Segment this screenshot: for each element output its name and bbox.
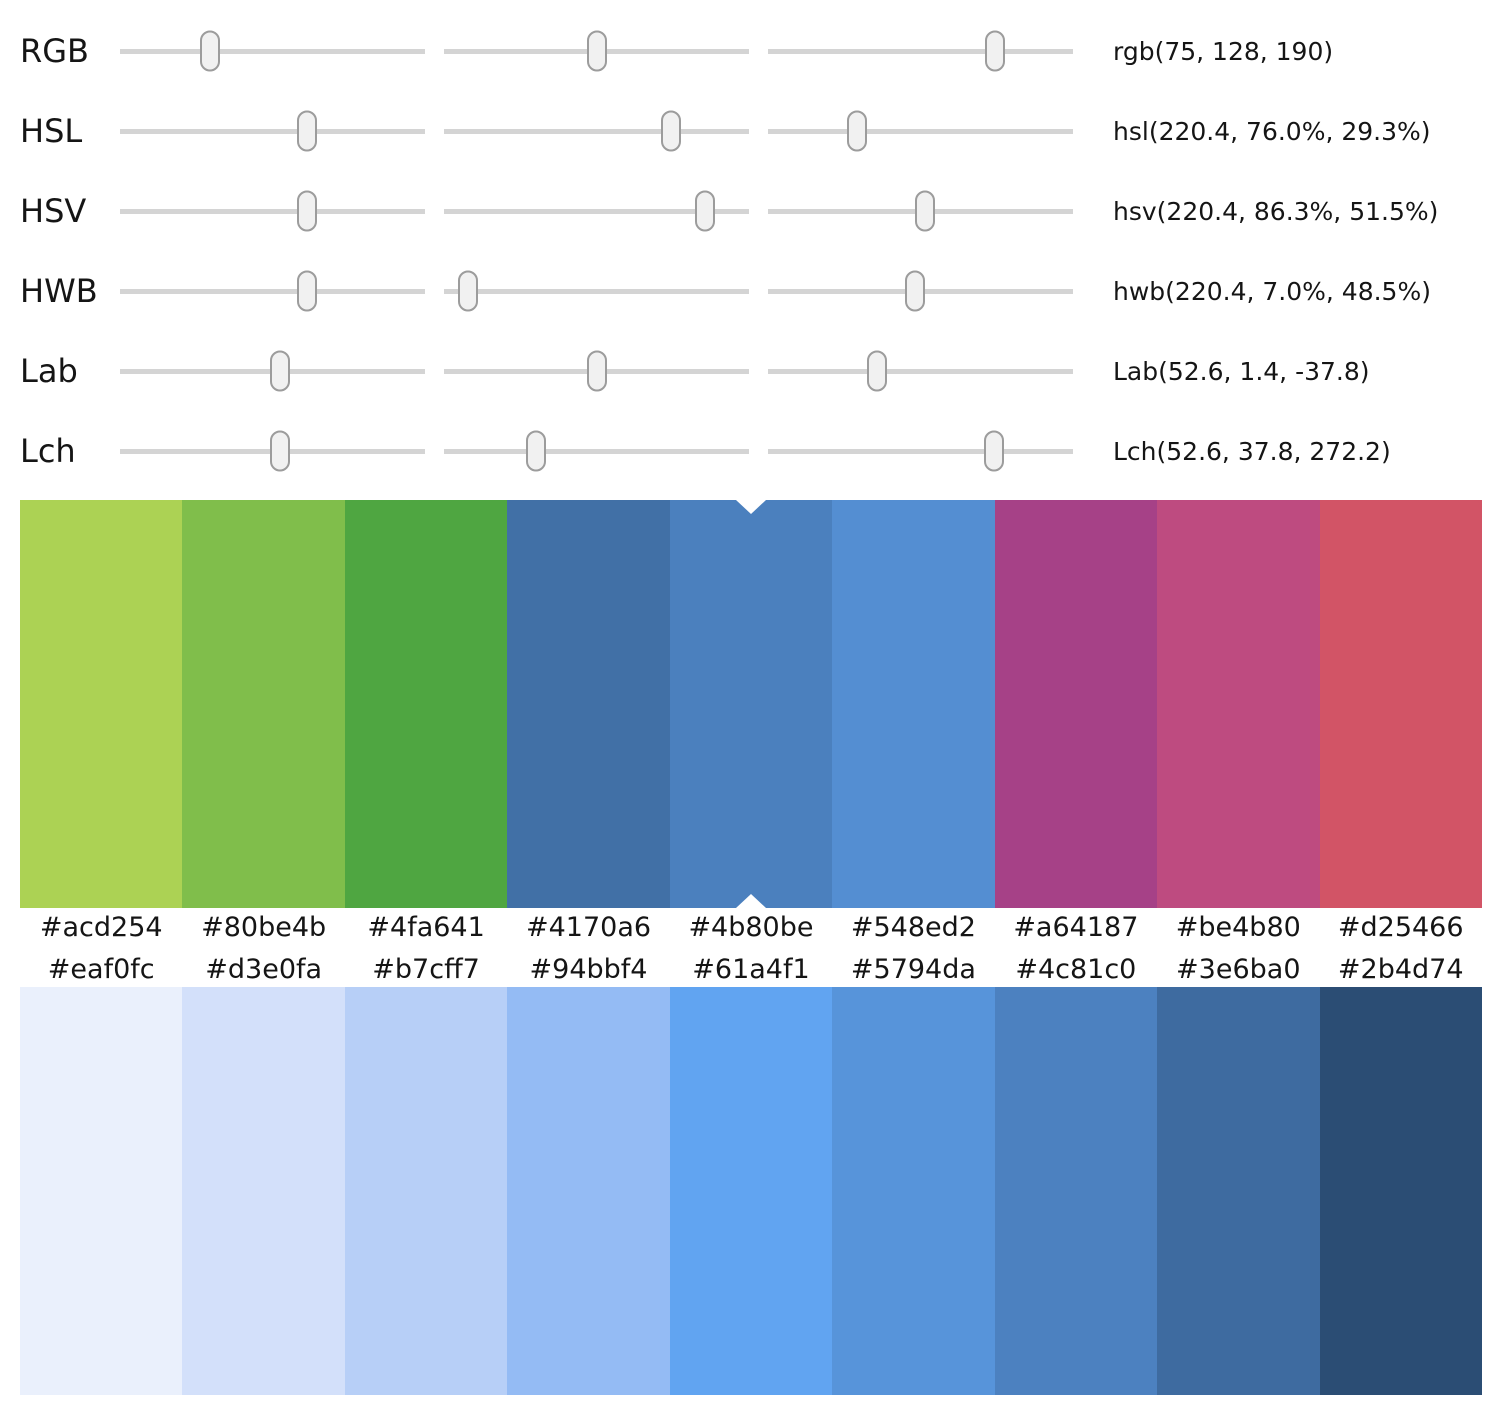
hex-label: #94bbf4 bbox=[529, 954, 648, 985]
color-slider-panel: RGB rgb(75, 128, 190) HSL hsl(220.4, 76.… bbox=[0, 0, 1501, 491]
lch-slider-handle-1[interactable] bbox=[270, 430, 291, 472]
hsl-slider-track-1[interactable] bbox=[120, 110, 425, 152]
lch-slider-track-2[interactable] bbox=[444, 430, 749, 472]
palette-swatch[interactable] bbox=[994, 987, 1158, 1395]
palette-swatch[interactable] bbox=[507, 500, 670, 908]
hex-label: #4b80be bbox=[688, 912, 814, 943]
hex-label: #3e6ba0 bbox=[1176, 954, 1301, 985]
hex-label: #80be4b bbox=[201, 912, 327, 943]
shade-hex-labels: #eaf0fc #d3e0fa #b7cff7 #94bbf4 #61a4f1 … bbox=[20, 947, 1482, 987]
slider-row-hsv: HSV hsv(220.4, 86.3%, 51.5%) bbox=[0, 171, 1501, 251]
hex-label: #548ed2 bbox=[850, 912, 976, 943]
slider-row-hwb: HWB hwb(220.4, 7.0%, 48.5%) bbox=[0, 251, 1501, 331]
hwb-slider-handle-1[interactable] bbox=[296, 270, 317, 312]
hsv-slider-handle-3[interactable] bbox=[915, 190, 936, 232]
hue-palette bbox=[20, 500, 1482, 908]
hwb-slider-track-1[interactable] bbox=[120, 270, 425, 312]
rgb-slider-handle-1[interactable] bbox=[199, 30, 220, 72]
shade-palette bbox=[20, 987, 1482, 1395]
hex-label: #4c81c0 bbox=[1015, 954, 1137, 985]
hsl-slider-track-3[interactable] bbox=[768, 110, 1073, 152]
colorspace-label-hsl: HSL bbox=[20, 112, 83, 150]
hsv-slider-track-2[interactable] bbox=[444, 190, 749, 232]
rgb-slider-handle-3[interactable] bbox=[985, 30, 1006, 72]
hex-label: #5794da bbox=[850, 954, 976, 985]
slider-row-lab: Lab Lab(52.6, 1.4, -37.8) bbox=[0, 331, 1501, 411]
palette-swatch[interactable] bbox=[344, 500, 508, 908]
palette-swatch[interactable] bbox=[669, 987, 833, 1395]
palette-swatch[interactable] bbox=[1319, 987, 1482, 1395]
lch-slider-handle-2[interactable] bbox=[525, 430, 546, 472]
colorspace-label-lab: Lab bbox=[20, 352, 78, 390]
hwb-slider-track-2[interactable] bbox=[444, 270, 749, 312]
hwb-slider-track-3[interactable] bbox=[768, 270, 1073, 312]
colorspace-label-hsv: HSV bbox=[20, 192, 87, 230]
palette-swatch[interactable] bbox=[20, 500, 183, 908]
hsl-slider-handle-2[interactable] bbox=[661, 110, 682, 152]
palette-swatch[interactable] bbox=[182, 500, 345, 908]
hex-label: #b7cff7 bbox=[372, 954, 480, 985]
slider-row-rgb: RGB rgb(75, 128, 190) bbox=[0, 11, 1501, 91]
lab-value-label: Lab(52.6, 1.4, -37.8) bbox=[1113, 356, 1370, 386]
palette-swatch[interactable] bbox=[832, 500, 995, 908]
lch-value-label: Lch(52.6, 37.8, 272.2) bbox=[1113, 436, 1391, 466]
hsv-slider-track-3[interactable] bbox=[768, 190, 1073, 232]
slider-row-hsl: HSL hsl(220.4, 76.0%, 29.3%) bbox=[0, 91, 1501, 171]
lab-slider-handle-2[interactable] bbox=[587, 350, 608, 392]
rgb-slider-track-2[interactable] bbox=[444, 30, 749, 72]
hsv-slider-handle-1[interactable] bbox=[296, 190, 317, 232]
hsl-slider-track-2[interactable] bbox=[444, 110, 749, 152]
lch-slider-track-1[interactable] bbox=[120, 430, 425, 472]
hex-label: #61a4f1 bbox=[692, 954, 810, 985]
palette-swatch[interactable] bbox=[20, 987, 183, 1395]
lch-slider-handle-3[interactable] bbox=[983, 430, 1004, 472]
hex-label: #4170a6 bbox=[526, 912, 652, 943]
palette-swatch[interactable] bbox=[1157, 987, 1320, 1395]
hsv-slider-handle-2[interactable] bbox=[694, 190, 715, 232]
palette-swatch-selected[interactable] bbox=[669, 500, 833, 908]
palette-swatch[interactable] bbox=[344, 987, 508, 1395]
hex-label: #2b4d74 bbox=[1337, 954, 1464, 985]
hex-label: #d25466 bbox=[1337, 912, 1464, 943]
hsl-value-label: hsl(220.4, 76.0%, 29.3%) bbox=[1113, 116, 1431, 146]
rgb-value-label: rgb(75, 128, 190) bbox=[1113, 36, 1334, 66]
lab-slider-handle-3[interactable] bbox=[867, 350, 888, 392]
hsl-slider-handle-3[interactable] bbox=[847, 110, 868, 152]
hex-label: #acd254 bbox=[39, 912, 163, 943]
lab-slider-track-1[interactable] bbox=[120, 350, 425, 392]
hsv-value-label: hsv(220.4, 86.3%, 51.5%) bbox=[1113, 196, 1439, 226]
hex-label: #eaf0fc bbox=[47, 954, 155, 985]
hsl-slider-handle-1[interactable] bbox=[296, 110, 317, 152]
selection-marker-top-icon bbox=[735, 500, 766, 514]
hwb-slider-handle-2[interactable] bbox=[457, 270, 478, 312]
hsv-slider-track-1[interactable] bbox=[120, 190, 425, 232]
colorspace-label-hwb: HWB bbox=[20, 272, 98, 310]
colorspace-label-lch: Lch bbox=[20, 432, 76, 470]
selection-marker-bottom-icon bbox=[735, 894, 766, 908]
hex-label: #be4b80 bbox=[1175, 912, 1301, 943]
rgb-slider-handle-2[interactable] bbox=[587, 30, 608, 72]
colorspace-label-rgb: RGB bbox=[20, 32, 89, 70]
hwb-value-label: hwb(220.4, 7.0%, 48.5%) bbox=[1113, 276, 1431, 306]
lab-slider-handle-1[interactable] bbox=[270, 350, 291, 392]
rgb-slider-track-3[interactable] bbox=[768, 30, 1073, 72]
lab-slider-track-2[interactable] bbox=[444, 350, 749, 392]
palette-swatch[interactable] bbox=[1157, 500, 1320, 908]
hex-label: #4fa641 bbox=[367, 912, 485, 943]
hex-label: #a64187 bbox=[1013, 912, 1139, 943]
slider-row-lch: Lch Lch(52.6, 37.8, 272.2) bbox=[0, 411, 1501, 491]
palette-swatch[interactable] bbox=[832, 987, 995, 1395]
palette-swatch[interactable] bbox=[507, 987, 670, 1395]
palette-swatch[interactable] bbox=[1319, 500, 1482, 908]
lch-slider-track-3[interactable] bbox=[768, 430, 1073, 472]
lab-slider-track-3[interactable] bbox=[768, 350, 1073, 392]
palette-swatch[interactable] bbox=[182, 987, 345, 1395]
palette-swatch[interactable] bbox=[994, 500, 1158, 908]
hwb-slider-handle-3[interactable] bbox=[905, 270, 926, 312]
hex-label: #d3e0fa bbox=[205, 954, 323, 985]
hue-hex-labels: #acd254 #80be4b #4fa641 #4170a6 #4b80be … bbox=[20, 908, 1482, 947]
rgb-slider-track-1[interactable] bbox=[120, 30, 425, 72]
